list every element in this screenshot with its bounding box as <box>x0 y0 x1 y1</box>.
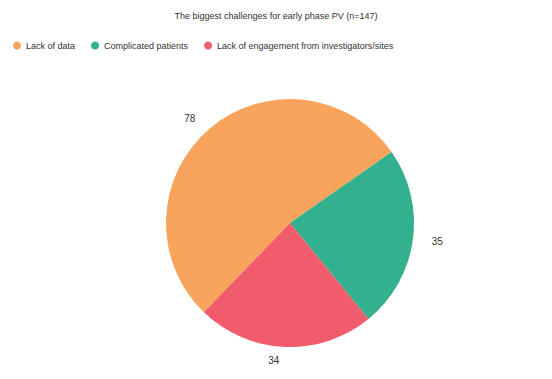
svg-text:Lack of data: Lack of data <box>26 41 75 51</box>
svg-text:78: 78 <box>184 113 196 124</box>
svg-text:The biggest challenges for ear: The biggest challenges for early phase P… <box>175 11 378 21</box>
svg-text:Complicated patients: Complicated patients <box>104 41 189 51</box>
svg-text:Lack of engagement from invest: Lack of engagement from investigators/si… <box>217 41 394 51</box>
svg-text:34: 34 <box>268 355 280 366</box>
svg-text:35: 35 <box>432 236 444 247</box>
